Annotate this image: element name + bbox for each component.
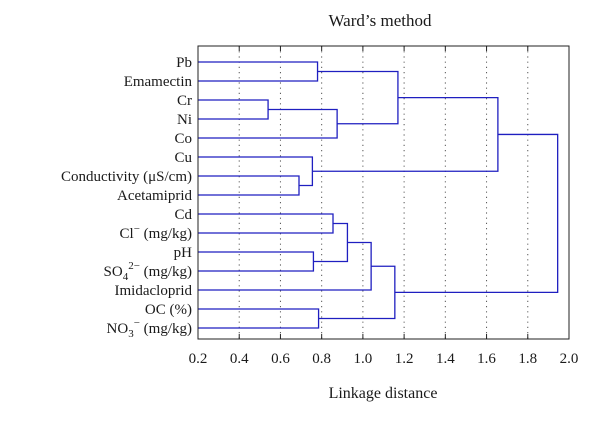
- x-tick-label: 0.4: [230, 351, 249, 367]
- branch-layer: [198, 61, 559, 329]
- dendrogram-branch: [198, 241, 372, 291]
- dendrogram-branch: [198, 156, 314, 187]
- dendrogram-branch: [313, 222, 349, 263]
- leaf-label: Pb: [176, 55, 192, 71]
- leaf-label: Conductivity (μS/cm): [61, 169, 192, 185]
- leaf-label: pH: [174, 245, 193, 261]
- dendrogram-branch: [198, 308, 320, 329]
- leaf-label: Cr: [177, 93, 192, 109]
- x-tick-label: 0.2: [189, 351, 208, 367]
- leaf-label: Cu: [174, 150, 192, 166]
- leaf-label: Imidacloprid: [115, 283, 193, 299]
- leaf-label: OC (%): [145, 302, 192, 318]
- x-tick-label: 0.8: [312, 351, 331, 367]
- chart-title: Ward’s method: [329, 11, 432, 30]
- leaf-label: Cd: [174, 207, 192, 223]
- leaf-label: Ni: [177, 112, 192, 128]
- dendrogram-branch: [198, 251, 315, 272]
- dendrogram-branch: [198, 99, 269, 120]
- dendrogram-branch: [318, 265, 396, 320]
- leaf-label: Co: [174, 131, 192, 147]
- x-tick-label: 1.8: [518, 351, 537, 367]
- leaf-label: NO3− (mg/kg): [107, 317, 192, 340]
- x-tick-label: 1.4: [436, 351, 455, 367]
- leaf-label: Cl− (mg/kg): [120, 223, 192, 242]
- x-tick-label: 1.0: [354, 351, 373, 367]
- x-tick-label: 1.2: [395, 351, 414, 367]
- x-tick-label: 0.6: [271, 351, 290, 367]
- leaf-label: Emamectin: [124, 74, 193, 90]
- leaf-label: SO42− (mg/kg): [104, 260, 192, 283]
- dendrogram-branch: [198, 175, 300, 196]
- dendrogram-branch: [317, 70, 399, 125]
- tick-layer: 0.2 0.4 0.6 0.8 1.0 1.2 1.4 1.6 1.8 2.0: [189, 46, 579, 367]
- x-tick-label: 2.0: [560, 351, 579, 367]
- dendrogram-branch: [312, 96, 499, 172]
- x-tick-label: 1.6: [477, 351, 496, 367]
- x-axis-title: Linkage distance: [329, 385, 438, 402]
- grid-layer: [238, 46, 529, 339]
- dendrogram-branch: [198, 61, 319, 82]
- leaf-label-layer: Pb Emamectin Cr Ni Co Cu Conductivity (μS/cm) A…: [61, 55, 192, 340]
- dendrogram-branch: [394, 133, 559, 294]
- leaf-label: Acetamiprid: [117, 188, 192, 204]
- dendrogram-branch: [198, 213, 334, 234]
- plot-frame: [197, 45, 570, 340]
